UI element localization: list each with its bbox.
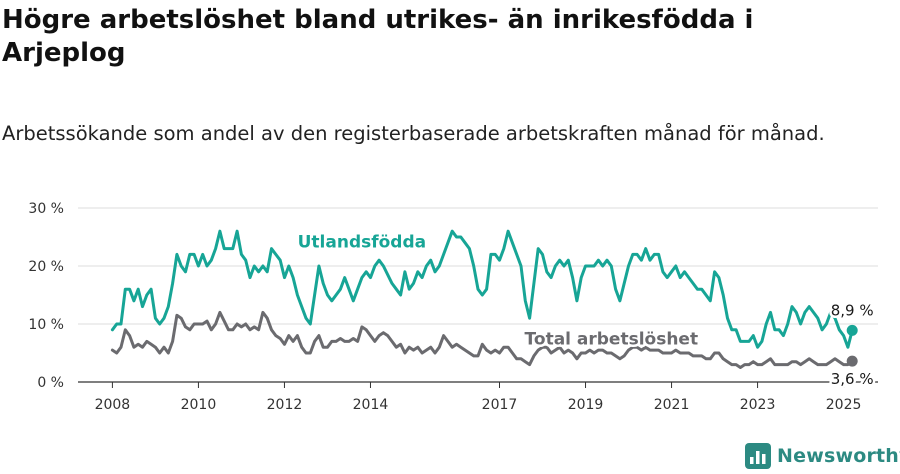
chart-subtitle: Arbetssökande som andel av den registerb… [2,122,825,145]
brand-logo: Newsworthy [745,441,900,471]
x-tick-label: 2012 [267,397,303,413]
x-tick-label: 2014 [353,397,389,413]
x-tick-label: 2025 [826,397,862,413]
series-annotation-label: Total arbetslöshet [525,329,699,349]
chart-title: Högre arbetslöshet bland utrikes- än inr… [2,5,754,68]
series-line-total [110,310,854,369]
x-axis-ticks: 2008 2010 2012 2014 2017 2019 2021 2023 2025 [95,382,862,413]
y-axis-ticks: 0 % 10 % 20 % 30 % [28,201,64,391]
x-tick-label: 2017 [482,397,518,413]
series-group [110,229,858,369]
x-tick-label: 2008 [95,397,131,413]
series-end-marker [846,355,858,367]
x-tick-label: 2010 [181,397,217,413]
series-annotation-label: Utlandsfödda [298,232,427,252]
grid-lines [78,207,878,383]
series-line-utlandsfodda [110,229,854,349]
y-tick-label: 0 % [37,375,64,391]
series-end-value-label: 3,6 % [831,370,874,388]
brand-name: Newsworthy [777,445,900,467]
series-end-value-label: 8,9 % [831,301,874,319]
x-tick-label: 2019 [568,397,604,413]
x-tick-label: 2023 [740,397,776,413]
y-tick-label: 30 % [28,201,64,217]
y-tick-label: 20 % [28,259,64,275]
y-tick-label: 10 % [28,317,64,333]
series-end-marker [846,324,858,336]
newsworthy-logo-icon [745,443,771,469]
series-labels: Utlandsfödda Total arbetslöshet 8,9 % 3,6 % [295,230,876,391]
x-tick-label: 2021 [654,397,690,413]
